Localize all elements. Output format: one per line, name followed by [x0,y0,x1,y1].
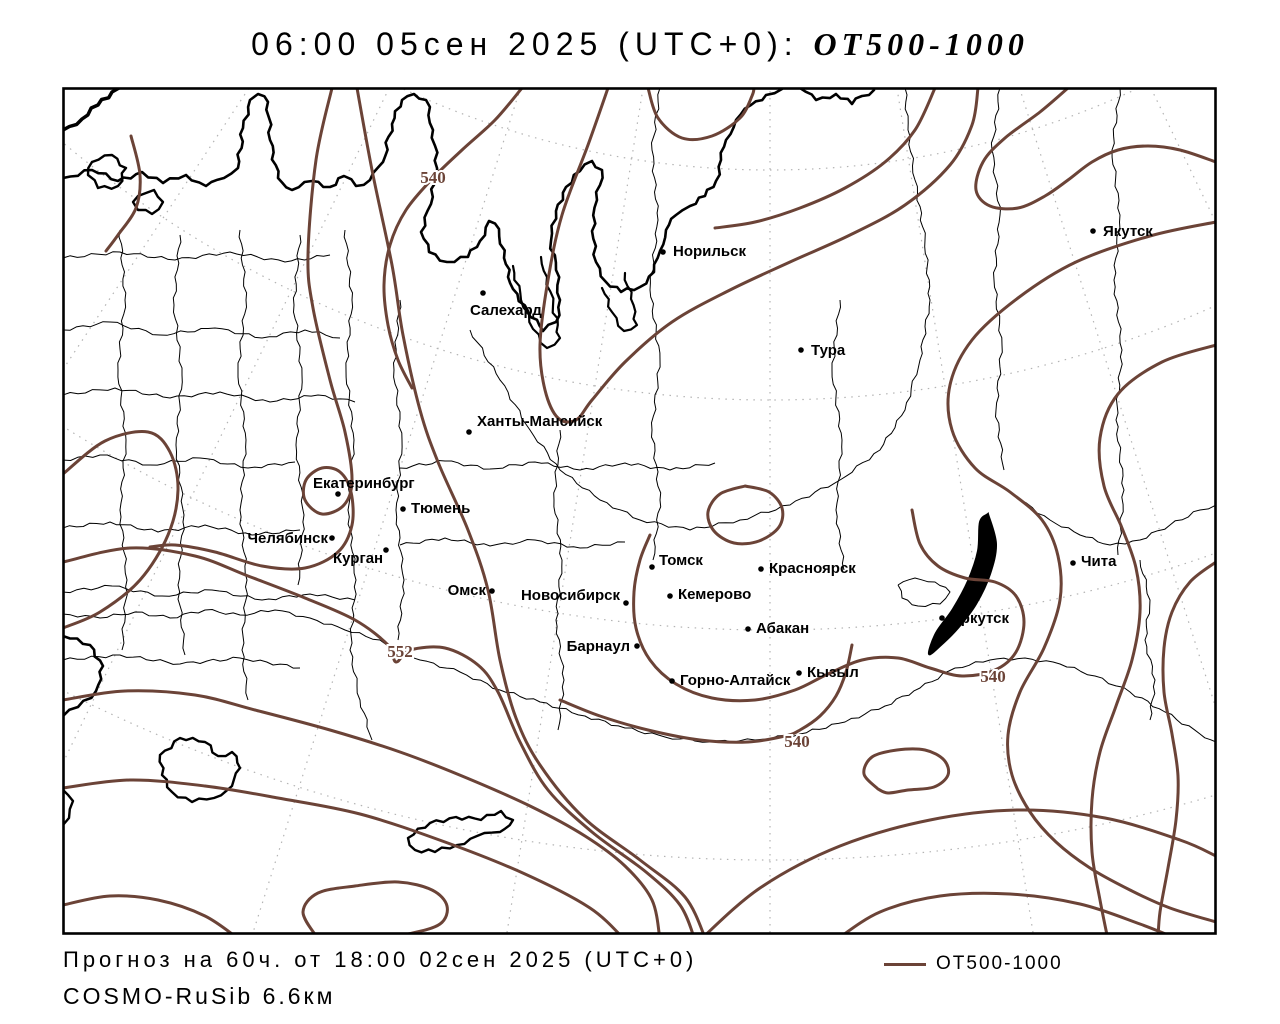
city-label: Иркутск [950,610,1009,627]
city-label: Чита [1081,553,1117,570]
city-label: Томск [659,552,703,569]
city-dot [383,547,389,553]
city-label: Кызыл [807,664,859,681]
city-label: Ханты-Мансийск [477,413,603,430]
city-dot [939,615,945,621]
contour-line-sample [884,962,926,966]
city-label: Красноярск [769,560,856,577]
city-markers: Норильск Салехард Якутск Тура Ханты-Мансийск… [247,223,1153,689]
city-dot [796,670,802,676]
isoline-contours [64,89,1215,933]
city-label: Тюмень [411,500,470,517]
legend: ОТ500-1000 [884,953,1063,975]
city-dot [745,626,751,632]
contour-value-label: 540 [420,168,446,187]
region-boundaries [64,89,1215,743]
title-datetime: 06:00 05сен 2025 (UTC+0): [251,26,814,62]
city-label: Салехард [470,302,542,319]
city-dot [798,347,804,353]
title-field: ОТ500-1000 [813,26,1029,62]
city-dot [660,249,666,255]
city-dot [466,429,472,435]
city-label: Тура [811,342,846,359]
city-label: Барнаул [567,638,630,655]
city-dot [400,506,406,512]
city-label: Якутск [1103,223,1153,240]
city-dot [480,290,486,296]
city-dot [489,588,495,594]
forecast-info: Прогноз на 60ч. от 18:00 02сен 2025 (UTC… [63,947,698,972]
city-label: Абакан [756,620,809,637]
city-dot [758,566,764,572]
contour-value-label: 540 [980,667,1006,686]
city-label: Екатеринбург [313,475,415,492]
city-label: Кемерово [678,586,751,603]
coastline-lakes [64,89,998,854]
contour-value-labels: 540 552 540 540 [385,166,1008,753]
city-label: Челябинск [247,530,328,547]
city-label: Курган [333,550,383,567]
city-dot [335,491,341,497]
map-border [62,87,1217,935]
city-label: Норильск [673,243,746,260]
city-dot [623,600,629,606]
model-info: COSMO-RuSib 6.6км [63,983,336,1009]
city-dot [667,593,673,599]
city-label: Горно-Алтайск [680,672,791,689]
legend-label: ОТ500-1000 [936,953,1063,974]
city-dot [669,678,675,684]
city-dot [1090,228,1096,234]
city-dot [649,564,655,570]
contour-value-label: 540 [784,732,810,751]
page-title: 06:00 05сен 2025 (UTC+0): ОТ500-1000 [0,26,1280,63]
city-dot [634,643,640,649]
contour-value-label: 552 [387,642,413,661]
city-dot [329,535,335,541]
city-label: Омск [448,582,487,599]
city-dot [1070,560,1076,566]
city-label: Новосибирск [521,587,621,604]
